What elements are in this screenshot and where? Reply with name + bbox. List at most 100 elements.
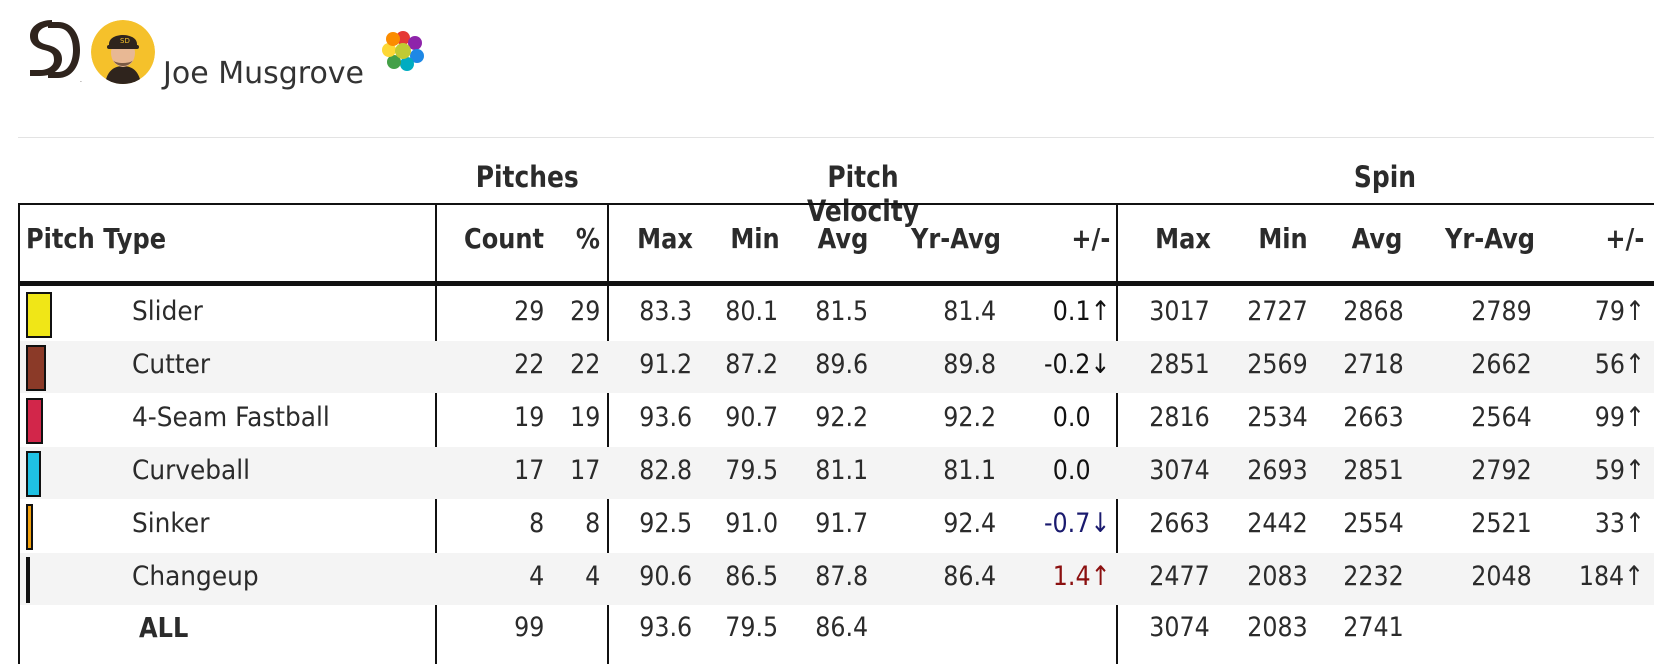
header-velocity-diff[interactable]: +/- [1071,222,1110,255]
cell-spin-yr-avg: 2048 [1471,561,1532,592]
spin-diff-value: 99 [1594,402,1625,433]
cell-spin-diff: 59↑ [1594,455,1644,486]
cell-spin-diff: 99↑ [1594,402,1644,433]
pitch-type-name: 4-Seam Fastball [132,402,330,433]
cell-spin-min: 2569 [1247,349,1308,380]
header-spin-min[interactable]: Min [1258,222,1308,255]
velocity-diff-value: -0.2 [1044,349,1091,380]
cell-spin-max: 2816 [1149,402,1210,433]
header-spin-avg[interactable]: Avg [1351,222,1403,255]
group-header-spin: Spin [1353,160,1417,194]
arrow-up-icon: ↑ [1624,508,1645,539]
group-header-velocity: Pitch Velocity [806,160,920,228]
cell-spin-yr-avg: 2662 [1471,349,1532,380]
cell-velocity-max: 91.2 [639,349,692,380]
arrow-up-icon: ↑ [1090,296,1111,327]
table-row-stripe [20,447,1654,499]
cell-velocity-yr-avg: 81.4 [943,296,996,327]
table-row-stripe [20,341,1654,393]
cell-velocity-yr-avg: 92.4 [943,508,996,539]
spin-diff-value: 33 [1594,508,1625,539]
pitch-table [18,203,1654,664]
cell-velocity-diff: -0.7↓ [1044,508,1110,539]
pitches-divider [435,203,437,664]
cell-spin-yr-avg: 2521 [1471,508,1532,539]
cell-spin-avg: 2232 [1343,561,1404,592]
cell-velocity-diff: 0.1↑ [1052,296,1111,327]
total-velocity-max: 93.6 [639,612,692,643]
header-pitch-type[interactable]: Pitch Type [26,222,167,255]
cell-velocity-diff: 1.4↑ [1052,561,1111,592]
cell-velocity-min: 91.0 [725,508,778,539]
svg-text:.: . [80,77,82,84]
arrow-down-icon: ↓ [1090,508,1111,539]
cell-velocity-min: 87.2 [725,349,778,380]
total-spin-min: 2083 [1247,612,1308,643]
table-top-border [18,203,1654,205]
cell-velocity-diff: 0.0 [1053,402,1110,433]
total-label: ALL [139,611,189,644]
cell-velocity-avg: 87.8 [815,561,868,592]
cell-spin-avg: 2851 [1343,455,1404,486]
cell-count: 22 [513,349,544,380]
header-velocity-yr-avg[interactable]: Yr-Avg [910,222,1002,255]
cell-spin-min: 2693 [1247,455,1308,486]
header-count[interactable]: Count [463,222,544,255]
cell-velocity-max: 90.6 [639,561,692,592]
cell-spin-max: 2663 [1149,508,1210,539]
header-velocity-min[interactable]: Min [730,222,780,255]
player-name: Joe Musgrove [163,56,365,91]
cell-count: 19 [513,402,544,433]
cell-velocity-yr-avg: 92.2 [943,402,996,433]
header-spin-diff[interactable]: +/- [1605,222,1644,255]
spin-divider [1116,203,1118,664]
pitch-color-swatch [26,557,30,603]
cell-velocity-min: 86.5 [725,561,778,592]
header-bottom-border [18,281,1654,286]
cell-velocity-max: 92.5 [639,508,692,539]
cell-velocity-min: 90.7 [725,402,778,433]
cell-spin-diff: 33↑ [1594,508,1644,539]
velocity-divider [607,203,609,664]
total-velocity-min: 79.5 [725,612,778,643]
cell-velocity-min: 79.5 [725,455,778,486]
pitch-color-swatch [26,504,33,550]
header-spin-yr-avg[interactable]: Yr-Avg [1444,222,1536,255]
pitch-type-name: Slider [132,296,203,327]
total-spin-avg: 2741 [1343,612,1404,643]
velocity-diff-value: 1.4 [1052,561,1091,592]
rainbow-flower-icon [382,31,424,71]
cell-spin-diff: 184↑ [1579,561,1644,592]
cell-spin-max: 3017 [1149,296,1210,327]
velocity-diff-value: 0.0 [1052,455,1091,486]
spin-diff-value: 56 [1594,349,1625,380]
cell-velocity-avg: 81.5 [815,296,868,327]
header-velocity-max[interactable]: Max [637,222,693,255]
header-spin-max[interactable]: Max [1155,222,1211,255]
cell-velocity-diff: 0.0 [1053,455,1110,486]
velocity-diff-value: 0.1 [1052,296,1091,327]
cell-count: 8 [528,508,544,539]
cell-count: 17 [513,455,544,486]
header-velocity-avg[interactable]: Avg [817,222,869,255]
cell-velocity-yr-avg: 81.1 [943,455,996,486]
cell-velocity-avg: 91.7 [815,508,868,539]
cell-velocity-max: 82.8 [639,455,692,486]
pitch-type-name: Sinker [132,508,210,539]
velocity-diff-value: 0.0 [1052,402,1091,433]
arrow-up-icon: ↑ [1624,561,1645,592]
header-pct[interactable]: % [575,222,600,255]
total-velocity-avg: 86.4 [815,612,868,643]
arrow-up-icon: ↑ [1624,455,1645,486]
cell-spin-diff: 79↑ [1594,296,1644,327]
cell-spin-yr-avg: 2789 [1471,296,1532,327]
cell-spin-avg: 2718 [1343,349,1404,380]
player-headshot-icon: SD [91,20,155,84]
cell-spin-avg: 2663 [1343,402,1404,433]
pitch-color-swatch [26,292,52,338]
cell-velocity-max: 83.3 [639,296,692,327]
spin-diff-value: 184 [1579,561,1625,592]
cell-pct: 22 [569,349,600,380]
padres-sd-logo-icon: . [30,20,82,84]
pitch-color-swatch [26,398,43,444]
